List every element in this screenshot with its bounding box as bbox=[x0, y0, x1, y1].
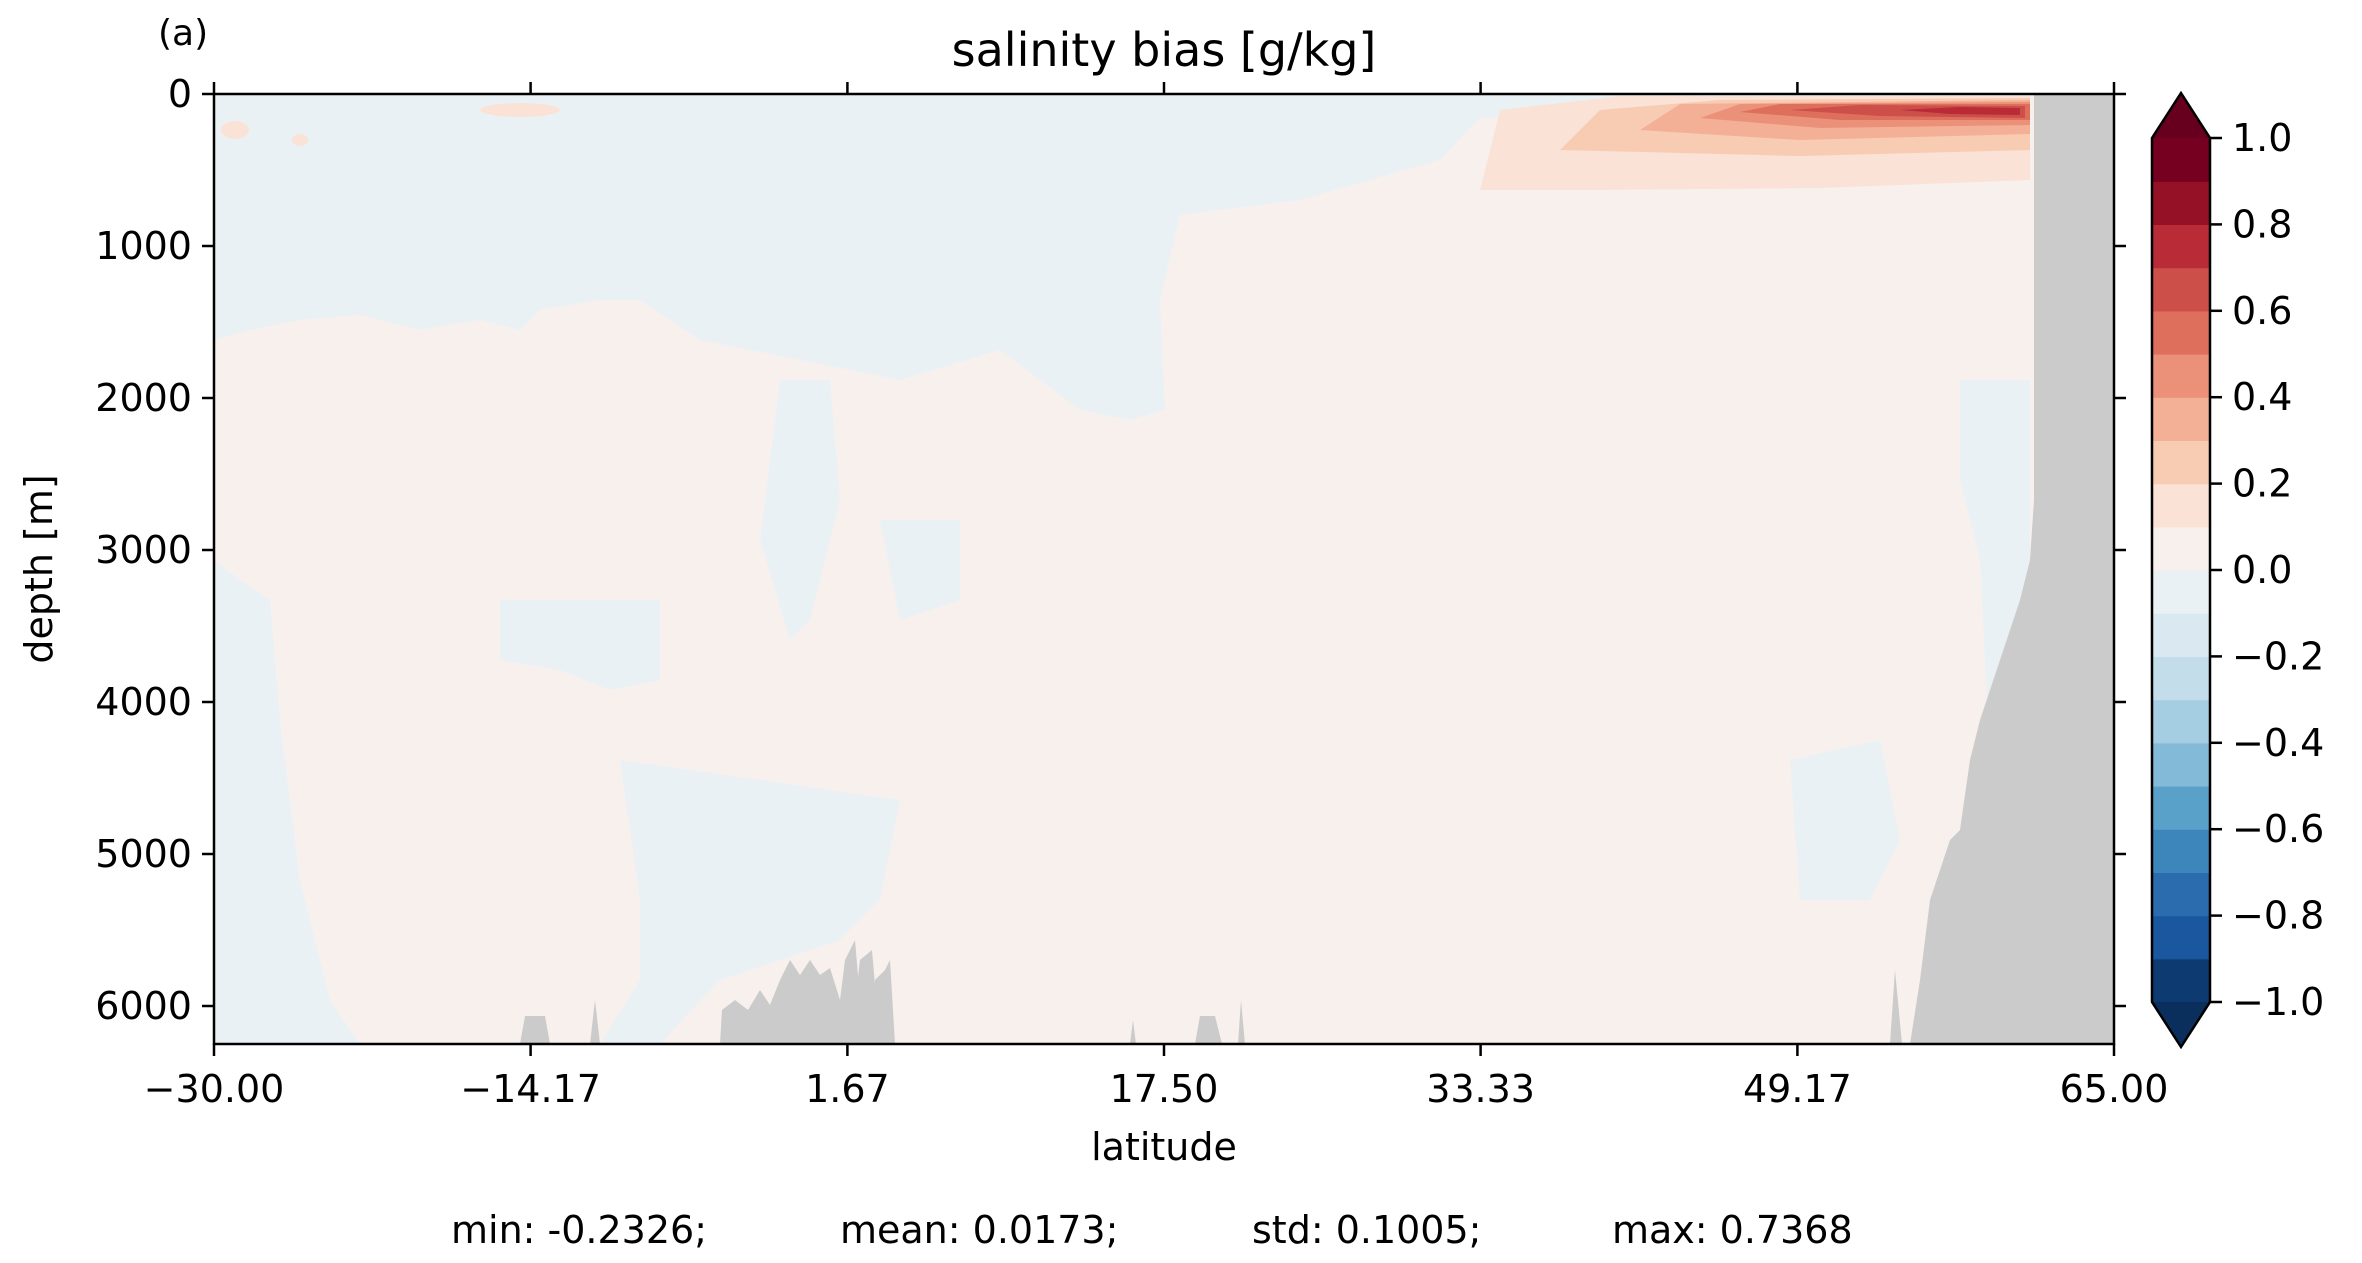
negative-patch-west-column bbox=[214, 560, 360, 1044]
contour-level-0.7 bbox=[1900, 107, 2020, 115]
colorbar-band-13 bbox=[2152, 397, 2210, 441]
colorbar-band-19 bbox=[2152, 138, 2210, 182]
land-mask bbox=[520, 94, 2114, 1044]
chart-title: salinity bias [g/kg] bbox=[952, 23, 1377, 77]
colorbar-extend-min bbox=[2152, 1002, 2210, 1047]
x-tick-label-5: 49.17 bbox=[1743, 1067, 1852, 1111]
colorbar-band-6 bbox=[2152, 699, 2210, 744]
colorbar-band-5 bbox=[2152, 742, 2210, 787]
colorbar-tick-label-8: −0.6 bbox=[2232, 807, 2324, 851]
land-seamount-mid-3 bbox=[1238, 1000, 1245, 1044]
colorbar-band-3 bbox=[2152, 829, 2210, 873]
colorbar-band-0 bbox=[2152, 958, 2210, 1003]
colorbar-tick-label-2: 0.6 bbox=[2232, 289, 2292, 333]
land-seamount-mid bbox=[1130, 1020, 1136, 1044]
surface-spot-mid bbox=[480, 103, 560, 117]
x-axis-label: latitude bbox=[1091, 1125, 1237, 1169]
colorbar-extend-max bbox=[2152, 93, 2210, 138]
colorbar-band-2 bbox=[2152, 872, 2210, 917]
field-north-surface-bias bbox=[221, 96, 2030, 190]
land-ridge-centre-east bbox=[870, 960, 895, 1044]
y-tick-label-6: 6000 bbox=[95, 984, 192, 1028]
colorbar-band-7 bbox=[2152, 656, 2210, 701]
x-tick-label-0: −30.00 bbox=[144, 1067, 285, 1111]
colorbar-band-17 bbox=[2152, 224, 2210, 269]
negative-patch-deep-tongue bbox=[600, 760, 900, 1044]
y-axis-label: depth [m] bbox=[17, 474, 61, 663]
stat-mean: mean: 0.0173; bbox=[840, 1208, 1119, 1252]
stat-min: min: -0.2326; bbox=[451, 1208, 708, 1252]
colorbar-tick-label-9: −0.8 bbox=[2232, 894, 2324, 938]
colorbar-band-12 bbox=[2152, 440, 2210, 485]
land-ridge-centre-west bbox=[720, 940, 870, 1044]
y-tick-label-1: 1000 bbox=[95, 224, 192, 268]
colorbar-band-10 bbox=[2152, 526, 2210, 571]
colorbar-tick-label-0: 1.0 bbox=[2232, 116, 2292, 160]
colorbar-tick-label-3: 0.4 bbox=[2232, 375, 2292, 419]
x-tick-label-2: 1.67 bbox=[805, 1067, 890, 1111]
colorbar-band-16 bbox=[2152, 267, 2210, 312]
land-east-continental-slope bbox=[1910, 94, 2114, 1044]
land-seamount-west bbox=[520, 1016, 550, 1044]
panel-label: (a) bbox=[158, 13, 208, 54]
colorbar: 1.0 0.8 0.6 0.4 0.2 0.0 −0.2 −0.4 −0.6 −0.8 −1.0 bbox=[2150, 90, 2324, 1050]
colorbar-band-9 bbox=[2152, 570, 2210, 614]
colorbar-tick-label-5: 0.0 bbox=[2232, 548, 2292, 592]
negative-patch-east-deep bbox=[1790, 740, 1900, 900]
colorbar-band-14 bbox=[2152, 354, 2210, 398]
colorbar-tick-label-6: −0.2 bbox=[2232, 634, 2324, 678]
y-tick-label-4: 4000 bbox=[95, 680, 192, 724]
x-tick-label-3: 17.50 bbox=[1110, 1067, 1219, 1111]
colorbar-tick-label-1: 0.8 bbox=[2232, 202, 2292, 246]
y-tick-label-0: 0 bbox=[168, 72, 192, 116]
negative-patch-centre bbox=[880, 520, 960, 620]
negative-patch-mid-left bbox=[500, 600, 660, 690]
y-axis: 0 1000 2000 3000 4000 5000 6000 bbox=[95, 72, 2126, 1028]
land-seamount-mid-2 bbox=[1195, 1016, 1222, 1044]
negative-patch-upper-band bbox=[214, 94, 1700, 420]
plot-area bbox=[214, 94, 2114, 1044]
land-seamount-east bbox=[1890, 970, 1902, 1044]
negative-patch-mid-column bbox=[760, 380, 840, 640]
surface-spot-west bbox=[221, 121, 249, 139]
land-seamount-west-2 bbox=[590, 1000, 600, 1044]
y-tick-label-3: 3000 bbox=[95, 528, 192, 572]
y-tick-label-2: 2000 bbox=[95, 376, 192, 420]
x-axis: −30.00 −14.17 1.67 17.50 33.33 49.17 65.00 bbox=[144, 82, 2169, 1111]
surface-spot-west-2 bbox=[292, 134, 308, 146]
stat-std: std: 0.1005; bbox=[1252, 1208, 1482, 1252]
colorbar-band-4 bbox=[2152, 786, 2210, 830]
colorbar-tick-label-7: −0.4 bbox=[2232, 721, 2324, 765]
stat-max: max: 0.7368 bbox=[1612, 1208, 1853, 1252]
x-tick-label-1: −14.17 bbox=[460, 1067, 601, 1111]
colorbar-tick-label-10: −1.0 bbox=[2232, 980, 2324, 1024]
colorbar-band-1 bbox=[2152, 915, 2210, 960]
colorbar-band-18 bbox=[2152, 181, 2210, 225]
colorbar-band-11 bbox=[2152, 483, 2210, 528]
x-tick-label-4: 33.33 bbox=[1426, 1067, 1535, 1111]
colorbar-tick-label-4: 0.2 bbox=[2232, 462, 2292, 506]
x-tick-label-6: 65.00 bbox=[2060, 1067, 2169, 1111]
colorbar-band-8 bbox=[2152, 613, 2210, 657]
y-tick-label-5: 5000 bbox=[95, 832, 192, 876]
colorbar-band-15 bbox=[2152, 310, 2210, 355]
